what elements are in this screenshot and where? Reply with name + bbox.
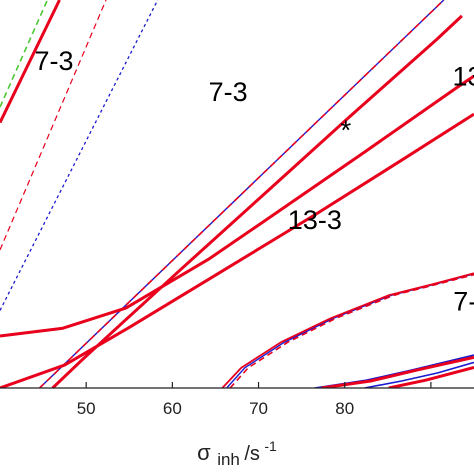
series-line-3 bbox=[0, 0, 107, 251]
region-label-6: 7- bbox=[453, 286, 474, 316]
series-line-8 bbox=[0, 74, 474, 338]
region-label-3: 13 bbox=[453, 61, 474, 91]
region-label-layer: 7-3 7-3 13 * 13-3 7- bbox=[35, 46, 474, 317]
series-line-14 bbox=[321, 355, 474, 388]
series-line-7 bbox=[0, 112, 474, 388]
series-line-6 bbox=[39, 0, 445, 388]
series-line-4 bbox=[0, 0, 159, 311]
x-tick-label-60: 60 bbox=[163, 399, 182, 418]
series-line-16 bbox=[388, 365, 474, 388]
x-axis-title-base: σ bbox=[197, 440, 211, 465]
x-axis-title-unit: /s bbox=[244, 443, 260, 465]
x-axis-title-exponent: -1 bbox=[264, 438, 277, 454]
region-label-5: 13-3 bbox=[288, 205, 342, 235]
series-line-15 bbox=[364, 361, 474, 388]
x-axis-title-subscript: inh bbox=[217, 450, 240, 469]
region-label-4: * bbox=[340, 115, 351, 146]
x-tick-label-80: 80 bbox=[335, 399, 354, 418]
x-tick-label-70: 70 bbox=[249, 399, 268, 418]
series-line-1 bbox=[0, 0, 61, 124]
series-line-12 bbox=[221, 272, 474, 388]
x-tick-layer: 50 60 70 80 bbox=[77, 382, 432, 418]
series-line-9 bbox=[51, 14, 463, 388]
series-line-11 bbox=[229, 273, 474, 388]
series-line-10 bbox=[226, 273, 474, 388]
series-layer bbox=[0, 0, 474, 388]
region-label-1: 7-3 bbox=[35, 46, 74, 76]
x-tick-label-50: 50 bbox=[77, 399, 96, 418]
region-label-2: 7-3 bbox=[209, 77, 248, 107]
x-axis-title: σ inh /s -1 bbox=[197, 438, 277, 469]
